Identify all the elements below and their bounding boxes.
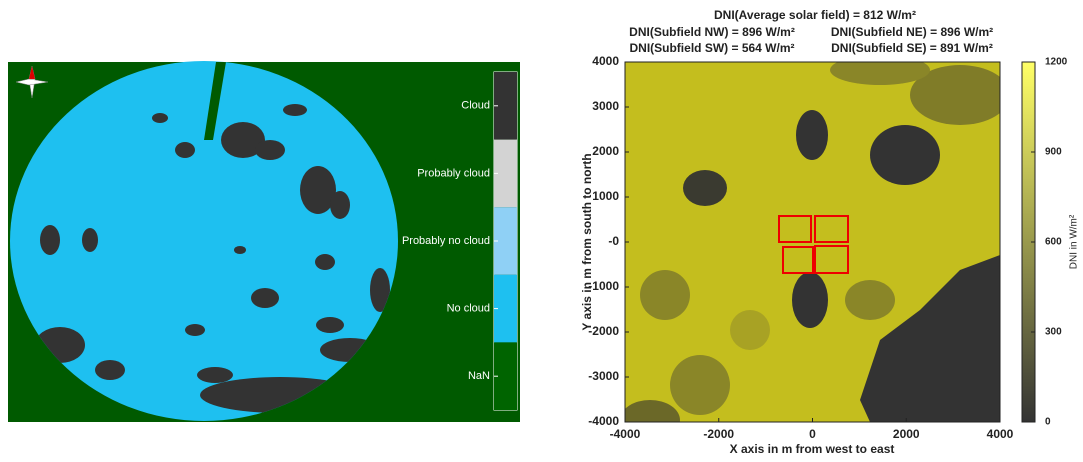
x-tick-label: 4000 [987, 427, 1014, 441]
subtitle: DNI(Subfield NW) = 896 W/m² [629, 25, 795, 39]
y-tick-label: 2000 [592, 144, 619, 158]
legend-label: NaN [468, 370, 490, 382]
colorbar-tick-label: 0 [1045, 417, 1051, 428]
y-tick-label: 4000 [592, 54, 619, 68]
y-tick-label: -0 [608, 234, 619, 248]
y-tick-label: -1000 [588, 279, 619, 293]
y-axis-label: Y axis in m from south to north [580, 153, 594, 330]
y-tick-label: -2000 [588, 324, 619, 338]
subtitle: DNI(Subfield NE) = 896 W/m² [831, 25, 993, 39]
legend-label: Probably no cloud [402, 235, 490, 247]
x-tick-label: -2000 [703, 427, 734, 441]
x-tick-label: -4000 [610, 427, 641, 441]
legend-label: Cloud [461, 100, 490, 112]
colorbar-tick-label: 1200 [1045, 57, 1068, 68]
y-tick-label: -3000 [588, 369, 619, 383]
subtitle: DNI(Subfield SW) = 564 W/m² [629, 41, 794, 55]
colorbar-tick-label: 300 [1045, 327, 1062, 338]
dni-map [620, 55, 1010, 440]
legend-label: Probably cloud [417, 167, 490, 179]
x-tick-label: 0 [809, 427, 816, 441]
y-tick-label: -4000 [588, 414, 619, 428]
x-axis-label: X axis in m from west to east [730, 442, 895, 456]
legend-label: No cloud [447, 303, 490, 315]
figure: Cloud Probably cloud Probably no cloud No c… [0, 0, 1083, 457]
x-tick-label: 2000 [893, 427, 920, 441]
colorbar-tick-label: 900 [1045, 147, 1062, 158]
subtitle: DNI(Subfield SE) = 891 W/m² [831, 41, 993, 55]
colorbar-label: DNI in W/m² [1069, 214, 1080, 269]
y-tick-label: 3000 [592, 99, 619, 113]
y-tick-label: 1000 [592, 189, 619, 203]
colorbar-tick-label: 600 [1045, 237, 1062, 248]
chart-title: DNI(Average solar field) = 812 W/m² [714, 8, 916, 22]
